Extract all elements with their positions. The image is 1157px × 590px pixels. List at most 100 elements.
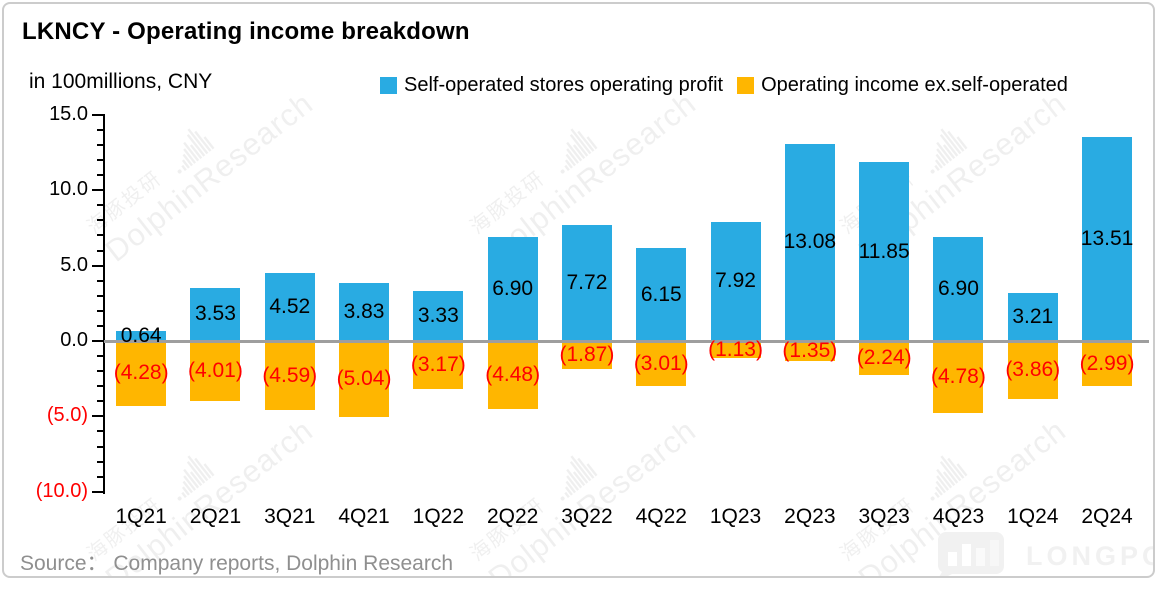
bar-self-operated (784, 143, 835, 341)
y-axis-tick-label: (10.0) (35, 479, 88, 502)
bar-value-label: 6.15 (640, 282, 682, 306)
bar-ex-self-operated (710, 341, 761, 359)
legend-swatch-yellow-icon (737, 77, 755, 94)
bar-self-operated (1007, 292, 1058, 341)
bar-negative-value-label: (3.01) (633, 351, 689, 375)
legend-item-ex-self-operated: Operating income ex.self-operated (737, 74, 1068, 97)
bar-self-operated (413, 290, 464, 341)
bar-self-operated (190, 287, 241, 341)
bar-self-operated (264, 272, 315, 341)
y-axis-minor-tick (97, 219, 104, 222)
y-axis-minor-tick (97, 204, 104, 207)
bar-value-label: 3.53 (195, 302, 236, 326)
bar-ex-self-operated (190, 341, 241, 402)
longport-logo: LONGPORT (932, 530, 1153, 576)
x-axis-tick-label: 1Q23 (709, 505, 762, 528)
chart-legend: Self-operated stores operating profit Op… (380, 74, 1068, 97)
bar-negative-value-label: (1.35) (782, 339, 838, 363)
x-axis-tick-label: 1Q21 (115, 505, 167, 528)
bar-value-label: 7.92 (715, 269, 756, 293)
bar-ex-self-operated (1082, 341, 1133, 387)
x-axis-tick-label: 1Q22 (412, 505, 465, 528)
bar-value-label: 3.83 (343, 300, 385, 324)
y-axis-major-tick (92, 490, 104, 493)
x-axis-tick-label: 2Q24 (1081, 505, 1133, 528)
bar-negative-value-label: (4.59) (262, 363, 318, 387)
legend-label: Operating income ex.self-operated (761, 74, 1068, 96)
bar-negative-value-label: (3.86) (1005, 358, 1061, 382)
bar-chart-plot-area: 15.0 10.0 5.0 0.0 (5.0) (10.0) 0.64 (4.28) 1Q21 3… (4, 4, 1153, 576)
bar-ex-self-operated (933, 341, 984, 414)
bar-ex-self-operated (413, 341, 464, 389)
legend-swatch-blue-icon (380, 77, 397, 94)
bar-value-label: 13.51 (1080, 227, 1134, 251)
y-axis-major-tick (92, 340, 104, 342)
x-axis-tick-label: 2Q23 (784, 505, 836, 528)
x-axis-tick-label: 4Q21 (338, 505, 390, 528)
bar-value-label: 3.21 (1012, 304, 1054, 328)
bar-negative-value-label: (4.78) (931, 365, 986, 389)
bar-ex-self-operated (561, 341, 612, 370)
y-axis-major-tick (92, 264, 104, 267)
bar-self-operated (1082, 137, 1133, 341)
bar-ex-self-operated (339, 341, 390, 417)
bar-negative-value-label: (1.87) (559, 343, 615, 367)
bar-negative-value-label: (2.24) (856, 345, 912, 369)
x-axis-tick-label: 4Q23 (932, 505, 985, 528)
bar-negative-value-label: (5.04) (336, 367, 392, 390)
y-axis-minor-tick (97, 174, 104, 177)
y-axis-minor-tick (97, 279, 104, 282)
y-axis-minor-tick (97, 385, 104, 388)
bar-negative-value-label: (1.13) (708, 337, 763, 361)
bar-ex-self-operated (636, 341, 687, 387)
longport-logo-mark-icon (938, 532, 1004, 576)
zero-axis-line (104, 339, 1150, 343)
chart-units-label: in 100millions, CNY (29, 70, 213, 93)
x-axis-tick-label: 2Q22 (486, 505, 539, 528)
page-title: LKNCY - Operating income breakdown (22, 18, 470, 45)
source-note: Source： Company reports, Dolphin Researc… (20, 552, 454, 575)
y-axis-tick-label: 10.0 (49, 178, 88, 201)
legend-item-self-operated: Self-operated stores operating profit (380, 74, 723, 97)
bar-self-operated (339, 283, 390, 341)
y-axis-minor-tick (97, 445, 104, 448)
bar-ex-self-operated (1007, 341, 1058, 400)
bar-value-label: 3.33 (417, 303, 459, 327)
y-axis-minor-tick (97, 143, 104, 146)
y-axis-tick-label: 5.0 (60, 253, 88, 276)
y-axis-major-tick (92, 189, 104, 192)
x-axis-tick-label: 3Q23 (858, 505, 910, 528)
bar-ex-self-operated (116, 341, 167, 406)
bar-self-operated (116, 331, 167, 341)
y-axis-minor-tick (97, 128, 104, 131)
bar-self-operated (859, 162, 910, 341)
bar-ex-self-operated (264, 341, 315, 411)
y-axis-minor-tick (97, 400, 104, 403)
bar-negative-value-label: (2.99) (1079, 351, 1135, 375)
bar-value-label: 0.64 (120, 324, 162, 348)
bar-negative-value-label: (4.01) (188, 359, 243, 383)
bar-value-label: 4.52 (269, 294, 311, 318)
bar-self-operated (487, 236, 538, 341)
y-axis-line (103, 113, 105, 494)
y-axis-tick-label: 15.0 (49, 102, 88, 125)
y-axis-tick-label: 0.0 (60, 329, 88, 351)
bar-value-label: 11.85 (858, 239, 910, 263)
chart-card: 海豚投研DolphinResearch海豚投研DolphinResearch海豚… (2, 2, 1155, 578)
bar-self-operated (710, 221, 761, 341)
longport-logo-text: LONGPORT (1026, 540, 1153, 571)
bar-self-operated (561, 224, 612, 341)
y-axis-minor-tick (97, 430, 104, 433)
bar-ex-self-operated (859, 341, 910, 375)
y-axis-minor-tick (97, 294, 104, 297)
bar-ex-self-operated (784, 341, 835, 362)
bar-negative-value-label: (3.17) (410, 352, 466, 376)
bar-self-operated (636, 248, 687, 341)
bar-value-label: 13.08 (783, 230, 837, 254)
y-axis-minor-tick (97, 370, 104, 373)
y-axis-tick-label: (5.0) (46, 404, 88, 427)
x-axis-tick-label: 2Q21 (189, 505, 242, 528)
y-axis-minor-tick (97, 234, 104, 237)
y-axis-major-tick (92, 113, 104, 116)
